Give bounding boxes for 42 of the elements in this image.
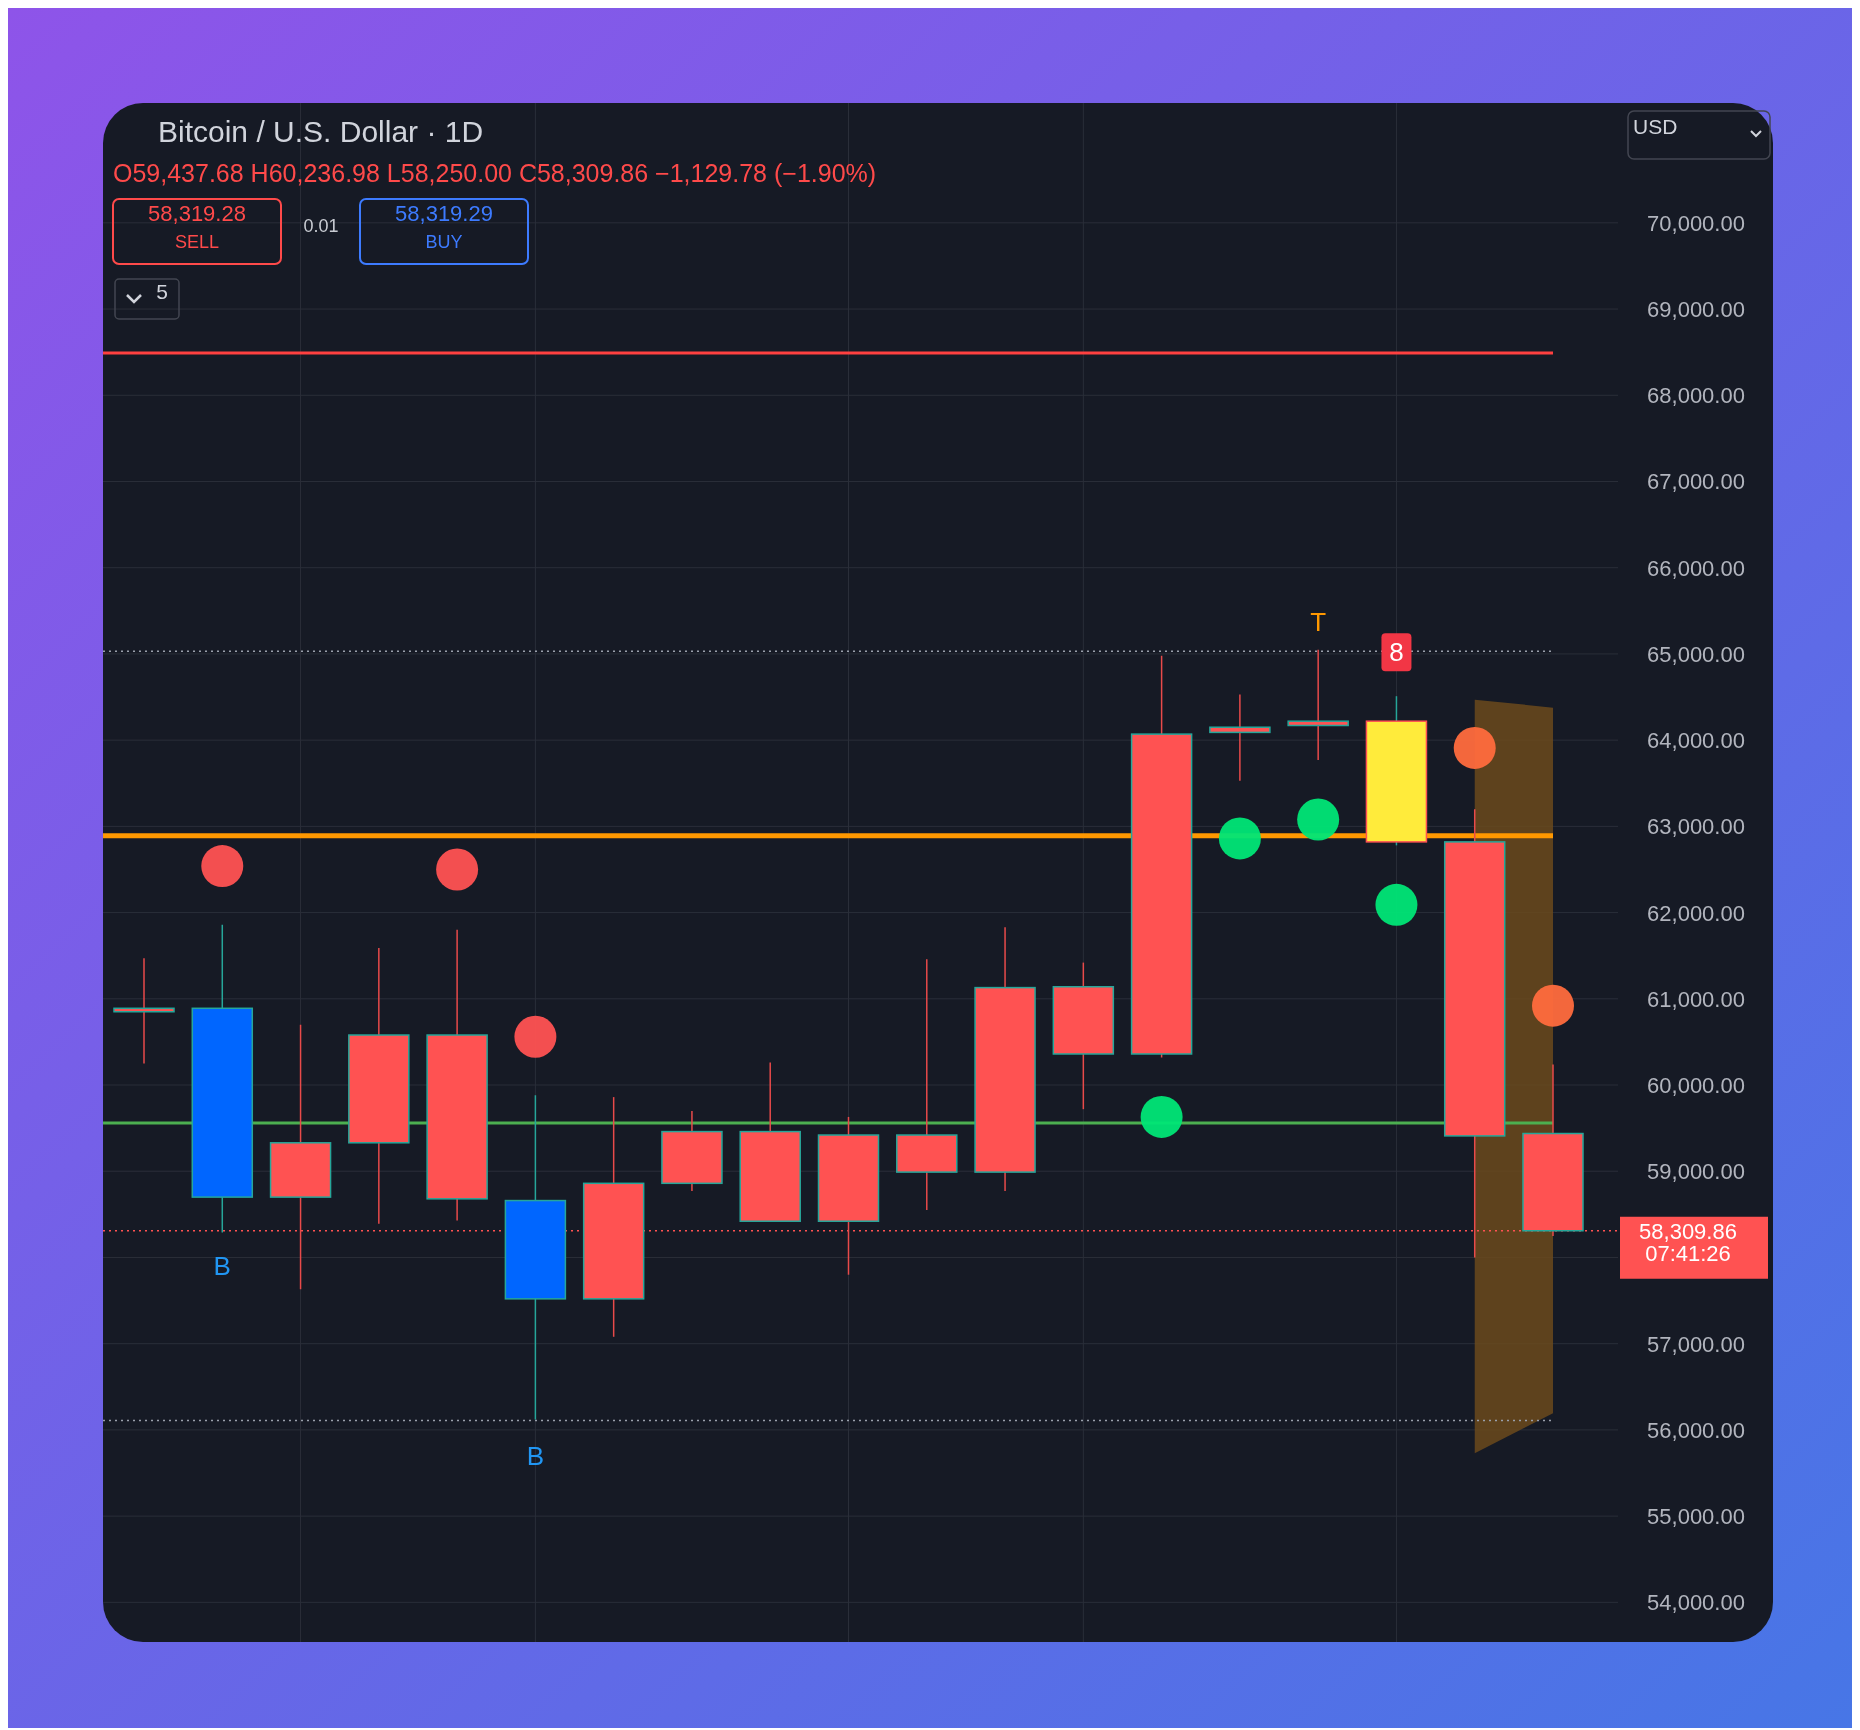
candlestick	[1209, 693, 1271, 782]
y-tick-label: 63,000.00	[1647, 814, 1745, 840]
point	[201, 845, 244, 888]
y-tick-label: 66,000.00	[1647, 555, 1745, 581]
point	[1375, 883, 1418, 926]
y-tick-label: 69,000.00	[1647, 297, 1745, 323]
text: O59,437.68 H60,236.98 L58,250.00 C58,309.86 −1,129.78 (−1.90%)	[113, 159, 877, 187]
point	[436, 848, 479, 891]
y-tick-label: 56,000.00	[1647, 1417, 1745, 1443]
point	[514, 1015, 557, 1058]
annotation: B	[213, 1251, 231, 1282]
candlestick	[1287, 648, 1349, 761]
y-tick-label: 65,000.00	[1647, 641, 1745, 667]
point	[1297, 798, 1340, 841]
annotation: BUY	[425, 232, 463, 252]
point	[1218, 817, 1261, 860]
ref-line-label: 58,309.86	[1639, 1218, 1737, 1244]
annotation: 58,319.29	[395, 201, 493, 226]
text: 07:41:26	[1645, 1241, 1731, 1266]
y-tick-label: 57,000.00	[1647, 1331, 1745, 1357]
annotation: SELL	[174, 232, 220, 252]
point	[1453, 726, 1496, 769]
y-tick-label: 59,000.00	[1647, 1159, 1745, 1185]
point	[1532, 984, 1574, 1027]
y-tick-label: 61,000.00	[1647, 986, 1745, 1012]
y-tick-label: 68,000.00	[1647, 383, 1745, 409]
y-tick-label: 62,000.00	[1647, 900, 1745, 926]
point	[1140, 1095, 1183, 1138]
chart-title: Bitcoin / U.S. Dollar · 1D	[158, 115, 484, 148]
annotation: B	[526, 1440, 545, 1471]
y-tick-label: 70,000.00	[1647, 210, 1745, 236]
y-tick-label: 55,000.00	[1647, 1504, 1745, 1530]
text: USD	[1633, 115, 1678, 138]
y-tick-label: 64,000.00	[1647, 728, 1745, 754]
annotation: 5	[156, 280, 168, 303]
y-tick-label: 54,000.00	[1647, 1590, 1745, 1616]
annotation: 58,319.28	[148, 201, 246, 226]
y-tick-label: 60,000.00	[1647, 1073, 1745, 1099]
annotation: 0.01	[303, 216, 339, 236]
annotation: T	[1310, 607, 1327, 638]
y-tick-label: 67,000.00	[1647, 469, 1745, 495]
annotation: 8	[1389, 637, 1404, 668]
